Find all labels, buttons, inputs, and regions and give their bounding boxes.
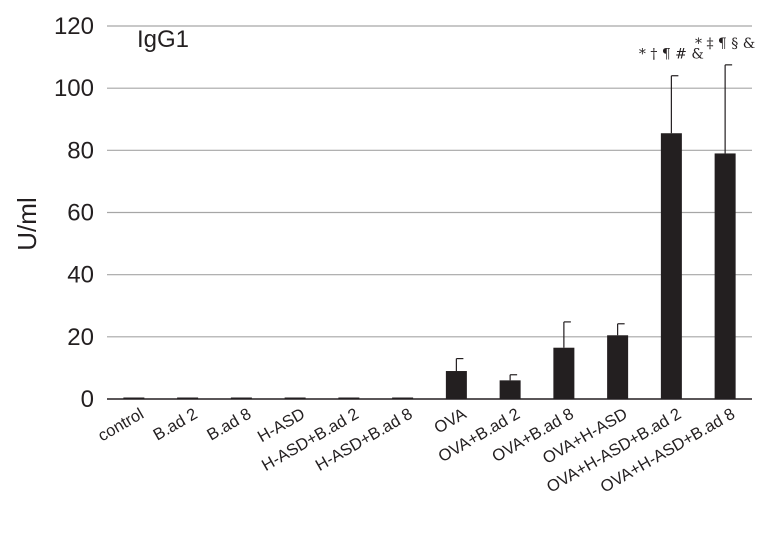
y-tick-label: 80 — [67, 137, 94, 164]
category-label: B.ad 2 — [150, 405, 200, 444]
y-tick-label: 0 — [81, 386, 94, 413]
bar — [499, 380, 521, 399]
bar — [553, 347, 575, 399]
significance-label: * † ¶ # & — [639, 47, 704, 63]
y-tick-label: 40 — [67, 262, 94, 289]
bar — [607, 335, 629, 399]
significance-labels: * † ¶ # &* ‡ ¶ § & — [639, 36, 755, 63]
bars — [123, 133, 736, 400]
y-tick-label: 100 — [54, 75, 94, 102]
significance-label: * ‡ ¶ § & — [695, 36, 755, 52]
y-axis-label: U/ml — [12, 197, 42, 250]
bar — [445, 371, 467, 399]
bar — [660, 133, 682, 400]
chart-annotation: IgG1 — [137, 26, 189, 53]
y-tick-labels: 0 20 40 60 80 100 120 — [54, 13, 94, 413]
y-tick-label: 120 — [54, 13, 94, 40]
category-label: control — [95, 405, 147, 445]
y-tick-label: 20 — [67, 324, 94, 351]
bar — [714, 153, 736, 399]
y-tick-label: 60 — [67, 200, 94, 227]
error-bars — [455, 64, 733, 381]
category-label: B.ad 8 — [204, 405, 254, 444]
gridlines — [107, 25, 752, 338]
category-label: OVA — [431, 405, 469, 437]
